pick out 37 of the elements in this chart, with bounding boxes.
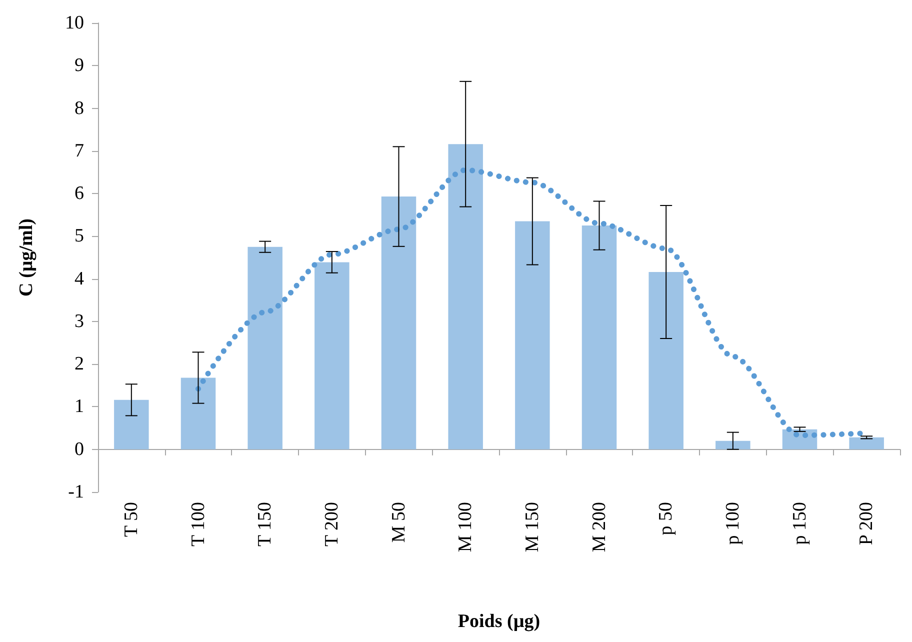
y-axis-title: C (µg/ml) (16, 218, 37, 296)
x-tick-label: T 50 (120, 502, 142, 538)
bar (381, 196, 416, 450)
y-tick-label: 9 (74, 55, 84, 76)
y-tick-label: 0 (74, 438, 84, 460)
y-tick-label: 8 (74, 98, 84, 119)
bar (248, 246, 282, 450)
x-tick-label: M 200 (588, 502, 610, 552)
bar (849, 437, 884, 450)
y-tick-label: -1 (68, 482, 84, 502)
x-tick-label: M 50 (388, 502, 410, 543)
x-tick-label: p 50 (656, 502, 677, 536)
x-tick-label: p 100 (722, 502, 744, 545)
x-tick-label: T 200 (321, 502, 342, 547)
bar (180, 378, 216, 450)
y-tick-label: 3 (74, 310, 84, 332)
bar (114, 400, 149, 450)
x-tick-label: M 150 (522, 502, 543, 552)
x-tick-label: p 150 (789, 502, 810, 545)
x-tick-label: P 200 (856, 502, 878, 546)
y-tick-label: 5 (74, 226, 84, 247)
y-tick-label: 10 (65, 12, 84, 34)
y-tick-label: 1 (74, 396, 84, 418)
y-tick-label: 7 (74, 140, 84, 162)
bar (716, 440, 750, 450)
y-tick-label: 4 (74, 268, 84, 290)
bar (448, 144, 483, 450)
bar (515, 221, 550, 450)
bar (314, 262, 350, 450)
bar (582, 226, 617, 450)
x-tick-label: T 150 (254, 502, 276, 547)
y-tick-label: 6 (74, 183, 84, 204)
bar (648, 272, 684, 450)
x-tick-label: T 100 (188, 502, 209, 547)
x-axis-title: Poids (µg) (458, 611, 540, 632)
y-tick-label: 2 (74, 354, 84, 375)
x-tick-label: M 100 (455, 502, 476, 552)
